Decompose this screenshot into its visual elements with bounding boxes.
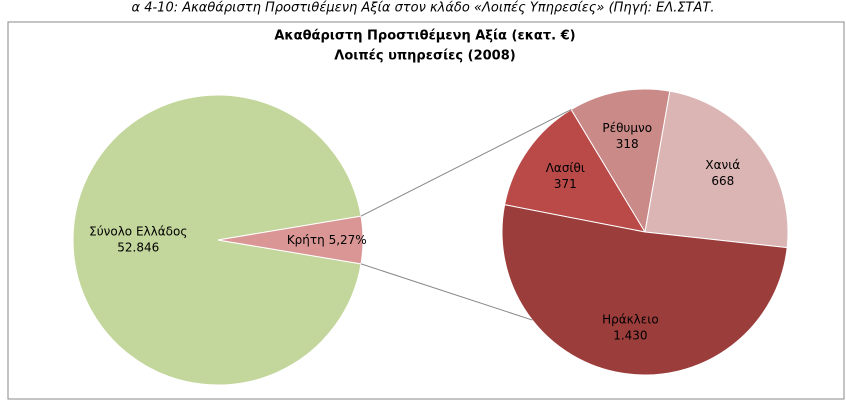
slice-name: Ρέθυμνο xyxy=(602,121,652,135)
chart-subtitle: Λοιπές υπηρεσίες (2008) xyxy=(334,49,515,64)
slice-name: Ηράκλειο xyxy=(602,313,659,327)
slice-name: Λασίθι xyxy=(546,161,585,175)
slice-value: 668 xyxy=(711,174,734,188)
chart-title: Ακαθάριστη Προστιθέμενη Αξία (εκατ. €) xyxy=(274,29,575,44)
slice-name: Χανιά xyxy=(705,158,740,172)
slice-value: 1.430 xyxy=(613,329,647,343)
pie-slice xyxy=(217,215,364,265)
connector xyxy=(360,108,572,217)
slice-name: Σύνολο Ελλάδος xyxy=(89,225,187,239)
pie-slice xyxy=(504,108,647,233)
pie-slice xyxy=(644,90,789,249)
pie-slice xyxy=(501,204,788,376)
slice-value: 318 xyxy=(616,137,639,151)
slice-value: 52.846 xyxy=(117,241,159,255)
pie-slice xyxy=(570,88,671,234)
slice-value: 371 xyxy=(554,177,577,191)
connector xyxy=(360,263,533,321)
slice-value: 5,27% xyxy=(329,233,367,247)
slice-label: Κρήτη 5,27% xyxy=(287,233,367,247)
slice-name: Κρήτη xyxy=(287,233,325,247)
pie-slice xyxy=(72,94,362,386)
caption: α 4-10: Ακαθάριστη Προστιθέμενη Αξία στο… xyxy=(132,1,715,16)
